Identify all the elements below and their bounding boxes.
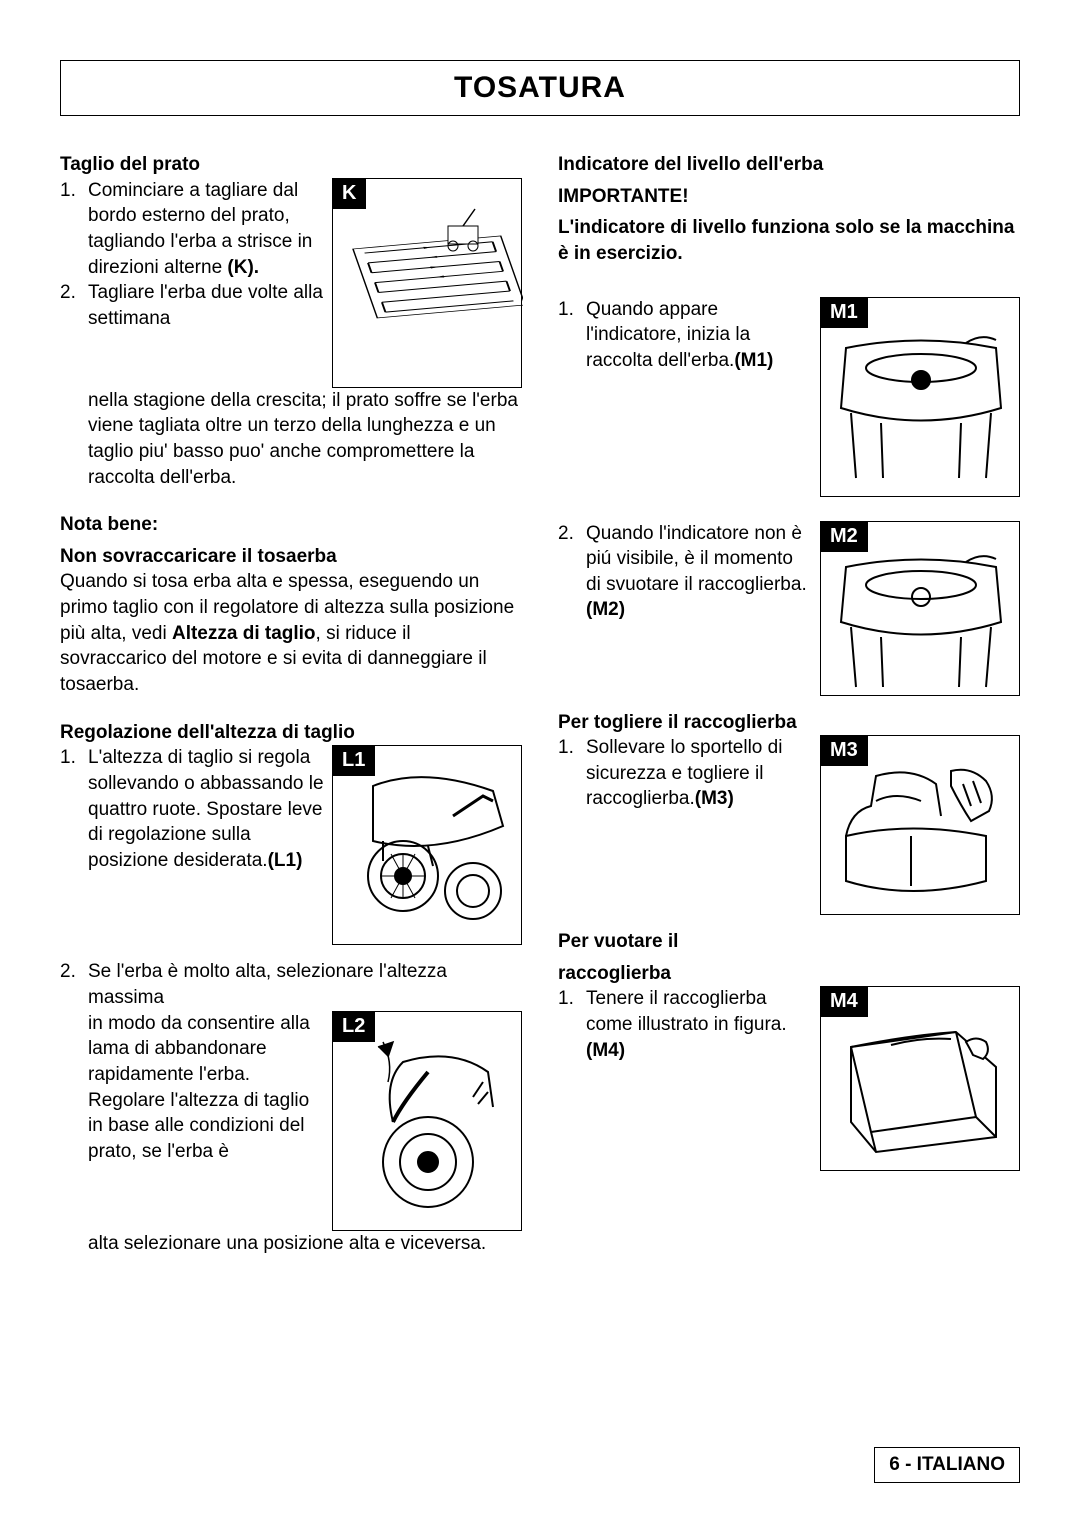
heading-nota: Nota bene: [60,512,522,538]
heading-taglio: Taglio del prato [60,152,522,178]
text: Tagliare l'erba due volte alla settimana [88,280,324,331]
illustration-k [333,179,523,389]
figure-label-l1: L1 [332,745,375,776]
heading-vuotare-1: Per vuotare il [558,929,1020,955]
figure-m1: M1 [820,297,1020,497]
figure-m4: M4 [820,986,1020,1171]
text: alta selezionare una posizione alta e vi… [60,1231,522,1257]
ref-k: (K). [227,257,259,278]
figure-label-m1: M1 [820,297,868,328]
heading-vuotare-2: raccoglierba [558,961,1020,987]
ref-m4: (M4) [586,1040,625,1061]
heading-indicatore: Indicatore del livello dell'erba [558,152,1020,178]
text: in modo da consentire alla lama di abban… [88,1011,324,1165]
text: Cominciare a tagliare dal bordo esterno … [88,180,312,278]
heading-regolazione: Regolazione dell'altezza di taglio [60,720,522,746]
ref-m1: (M1) [734,350,773,371]
figure-m2: M2 [820,521,1020,696]
list-item: 2. Tagliare l'erba due volte alla settim… [60,280,324,331]
block-l2: in modo da consentire alla lama di abban… [60,1011,522,1231]
block-m3: 1. Sollevare lo sportello di sicurezza e… [558,735,1020,915]
list-item: 1. L'altezza di taglio si regola solleva… [60,745,324,873]
figure-l1: L1 [332,745,522,945]
figure-k: K [332,178,522,388]
block-l1: 1. L'altezza di taglio si regola solleva… [60,745,522,945]
list-item: 1. Sollevare lo sportello di sicurezza e… [558,735,812,812]
list-item: 2. Quando l'indicatore non è piú visibil… [558,521,812,624]
page-title: TOSATURA [61,71,1019,105]
continuation: nella stagione della crescita; il prato … [60,388,522,491]
figure-l2: L2 [332,1011,522,1231]
block-m4: 1. Tenere il raccoglierba come illustrat… [558,986,1020,1171]
text: Quando appare l'indicatore, inizia la ra… [586,299,750,371]
text: Se l'erba è molto alta, selezionare l'al… [88,959,522,1010]
block-k: 1. Cominciare a tagliare dal bordo ester… [60,178,522,388]
page-footer: 6 - ITALIANO [874,1447,1020,1483]
illustration-l1 [333,746,523,946]
right-column: Indicatore del livello dell'erba IMPORTA… [558,146,1020,1256]
illustration-l2 [333,1012,523,1232]
heading-togliere: Per togliere il raccoglierba [558,710,1020,736]
text-bold: Altezza di taglio [172,623,316,644]
list-item: 1. Tenere il raccoglierba come illustrat… [558,986,812,1063]
block-m2: 2. Quando l'indicatore non è piú visibil… [558,521,1020,696]
ref-m3: (M3) [695,788,734,809]
figure-label-m3: M3 [820,735,868,766]
ref-m2: (M2) [586,599,625,620]
illustration-m1 [821,298,1021,498]
ref-l1: (L1) [268,850,303,871]
figure-label-m2: M2 [820,521,868,552]
list-item: 1. Cominciare a tagliare dal bordo ester… [60,178,324,281]
left-column: Taglio del prato 1. Cominciare a tagliar… [60,146,522,1256]
text: Sollevare lo sportello di sicurezza e to… [586,737,782,809]
para-nota: Quando si tosa erba alta e spessa, esegu… [60,569,522,697]
heading-indicatore-note: L'indicatore di livello funziona solo se… [558,215,1020,266]
block-m1: 1. Quando appare l'indicatore, inizia la… [558,297,1020,497]
heading-importante: IMPORTANTE! [558,184,1020,210]
figure-m3: M3 [820,735,1020,915]
list-item: 1. Quando appare l'indicatore, inizia la… [558,297,812,374]
heading-nonsovr: Non sovraccaricare il tosaerba [60,544,522,570]
text: Quando l'indicatore non è piú visibile, … [586,523,807,595]
list-item: 2. Se l'erba è molto alta, selezionare l… [60,959,522,1010]
figure-label-k: K [332,178,366,209]
figure-label-l2: L2 [332,1011,375,1042]
title-box: TOSATURA [60,60,1020,116]
content-columns: Taglio del prato 1. Cominciare a tagliar… [60,146,1020,1256]
figure-label-m4: M4 [820,986,868,1017]
text: Tenere il raccoglierba come illustrato i… [586,988,787,1035]
